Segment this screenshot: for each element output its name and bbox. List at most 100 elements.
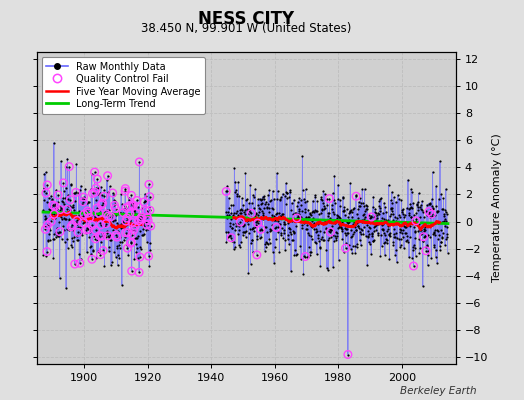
Point [353,241,362,247]
Point [258,208,267,214]
Point [357,242,365,249]
Point [144,226,152,232]
Point [51,200,60,207]
Point [245,207,254,213]
Point [76,224,84,230]
Point [243,215,252,222]
Point [127,192,136,198]
Point [327,227,335,233]
Point [261,201,269,207]
Point [403,204,411,211]
Point [378,222,386,228]
Point [53,230,62,237]
Point [71,190,80,197]
Point [138,232,146,238]
Point [131,210,139,216]
Point [412,220,421,226]
Point [66,202,74,209]
Point [341,230,349,236]
Point [360,224,368,230]
Point [362,217,370,224]
Point [117,224,126,231]
Point [430,228,438,235]
Point [61,216,70,222]
Point [242,228,250,234]
Point [81,210,90,216]
Point [425,214,434,220]
Point [40,185,48,191]
Point [334,212,343,219]
Point [428,211,436,217]
Point [424,247,432,254]
Point [96,252,105,258]
Point [283,194,291,201]
Point [274,188,282,195]
Point [103,172,112,179]
Point [322,226,331,232]
Point [222,228,230,235]
Point [63,155,72,162]
Point [237,239,245,246]
Point [90,216,98,222]
Point [46,207,54,213]
Point [226,210,235,216]
Point [100,193,108,199]
Point [62,185,71,191]
Point [361,208,369,214]
Point [356,195,365,202]
Point [239,228,248,235]
Point [144,212,152,218]
Point [95,207,104,213]
Point [391,252,399,258]
Point [318,207,326,214]
Point [78,201,86,208]
Point [231,244,239,250]
Point [272,224,281,231]
Point [419,238,427,244]
Point [94,248,103,255]
Point [330,210,338,217]
Point [288,215,297,221]
Point [294,214,302,220]
Point [91,169,99,175]
Point [258,194,267,200]
Point [123,242,131,248]
Point [386,210,395,217]
Point [350,204,358,211]
Point [69,202,78,208]
Point [123,215,131,221]
Point [284,232,292,238]
Point [311,239,319,246]
Point [279,190,287,197]
Point [308,209,316,215]
Point [272,211,280,218]
Point [323,201,332,208]
Point [308,217,316,224]
Point [432,203,441,209]
Point [233,208,242,214]
Point [92,227,100,234]
Point [84,210,92,216]
Point [118,201,127,207]
Point [364,228,372,234]
Point [376,196,384,202]
Point [312,208,320,214]
Point [122,204,130,211]
Point [432,208,441,214]
Point [41,169,50,175]
Point [331,232,339,239]
Point [269,217,278,224]
Point [300,253,309,260]
Point [248,236,257,243]
Point [362,202,370,208]
Point [301,253,310,260]
Point [83,198,92,205]
Point [265,187,274,193]
Point [367,214,376,220]
Point [256,197,265,203]
Point [358,216,367,223]
Point [238,207,246,213]
Point [235,241,243,248]
Point [377,218,385,224]
Point [290,252,299,259]
